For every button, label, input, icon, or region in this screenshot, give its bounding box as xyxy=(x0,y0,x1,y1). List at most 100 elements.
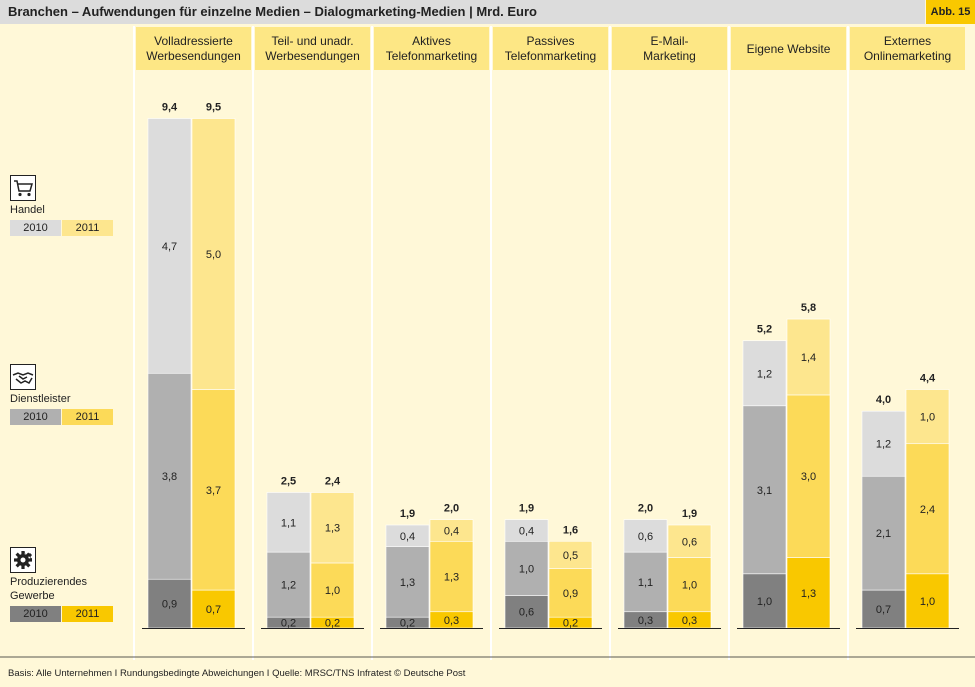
bar-segment xyxy=(266,492,311,553)
bar-segment xyxy=(429,540,474,613)
segment-value-label: 3,8 xyxy=(162,471,177,483)
bar-segment xyxy=(667,524,712,558)
segment-value-label: 1,0 xyxy=(920,596,935,608)
column-header-label: Telefonmarketing xyxy=(386,49,477,63)
legend-produzierendes-2011: 2011 xyxy=(62,606,113,622)
bar-segment xyxy=(742,573,787,629)
bar-segment xyxy=(623,551,668,613)
legend-produzierendes-gewerbe: Produzierendes Gewerbe 2010 2011 xyxy=(10,547,113,622)
segment-value-label: 0,7 xyxy=(206,604,221,616)
bar-segment xyxy=(147,372,192,580)
bar-segment xyxy=(905,389,950,445)
column-header-0 xyxy=(136,27,251,70)
bar-segment xyxy=(147,118,192,374)
segment-value-label: 5,0 xyxy=(206,249,221,261)
segment-value-label: 0,3 xyxy=(682,615,697,627)
segment-value-label: 1,0 xyxy=(920,412,935,424)
bar-segment xyxy=(191,389,236,591)
bar-segment xyxy=(385,546,430,618)
segment-value-label: 1,2 xyxy=(281,580,296,592)
chart-title: Branchen – Aufwendungen für einzelne Med… xyxy=(8,4,537,19)
column-header-label: Werbesendungen xyxy=(265,49,360,63)
bar-total-label: 2,0 xyxy=(444,503,459,515)
segment-value-label: 1,0 xyxy=(519,563,534,575)
segment-value-label: 0,2 xyxy=(325,618,340,630)
column-header-label: Externes xyxy=(884,34,931,48)
gear-icon xyxy=(10,547,36,573)
column-header-label: Volladressierte xyxy=(154,34,233,48)
legend-dienstleister-2011: 2011 xyxy=(62,409,113,425)
bar-segment xyxy=(504,519,549,542)
bar-segment xyxy=(786,318,831,396)
bar-segment xyxy=(742,340,787,407)
column-header-label: Marketing xyxy=(643,49,696,63)
stacked-bar-chart: VolladressierteWerbesendungen0,93,84,79,… xyxy=(0,26,975,660)
bar-total-label: 9,5 xyxy=(206,102,221,114)
bar-segment xyxy=(310,492,355,564)
column-header-4 xyxy=(612,27,727,70)
bar-segment xyxy=(742,405,787,575)
bar-total-label: 1,9 xyxy=(519,503,534,515)
title-bar: Branchen – Aufwendungen für einzelne Med… xyxy=(0,0,925,24)
bar-total-label: 2,4 xyxy=(325,476,341,488)
bar-segment xyxy=(905,443,950,575)
bar-segment xyxy=(191,118,236,390)
bar-total-label: 5,8 xyxy=(801,302,816,314)
bar-segment xyxy=(786,557,831,629)
column-header-2 xyxy=(374,27,489,70)
legend-handel-2010: 2010 xyxy=(10,220,61,236)
segment-value-label: 1,2 xyxy=(757,368,772,380)
bar-total-label: 1,9 xyxy=(682,508,697,520)
handshake-icon xyxy=(10,364,36,390)
segment-value-label: 0,6 xyxy=(682,536,697,548)
segment-value-label: 4,7 xyxy=(162,241,177,253)
column-header-label: Werbesendungen xyxy=(146,49,241,63)
segment-value-label: 0,2 xyxy=(563,618,578,630)
segment-value-label: 0,6 xyxy=(638,531,653,543)
bar-total-label: 4,4 xyxy=(920,373,936,385)
column-header-label: Telefonmarketing xyxy=(505,49,596,63)
segment-value-label: 1,1 xyxy=(638,577,653,589)
bar-segment xyxy=(623,519,668,553)
legend-produzierendes-label: Produzierendes Gewerbe xyxy=(10,575,113,603)
column-header-label: Eigene Website xyxy=(747,42,831,56)
legend-produzierendes-label-line2: Gewerbe xyxy=(10,590,55,602)
shopping-cart-icon xyxy=(10,175,36,201)
column-header-6 xyxy=(850,27,965,70)
legend-produzierendes-2010: 2010 xyxy=(10,606,61,622)
bar-total-label: 2,5 xyxy=(281,476,296,488)
segment-value-label: 1,3 xyxy=(801,588,816,600)
segment-value-label: 1,4 xyxy=(801,352,816,364)
bar-total-label: 1,6 xyxy=(563,524,578,536)
bar-segment xyxy=(429,519,474,542)
bar-segment xyxy=(504,595,549,629)
bar-total-label: 1,9 xyxy=(400,508,415,520)
segment-value-label: 0,3 xyxy=(444,615,459,627)
segment-value-label: 0,2 xyxy=(281,618,296,630)
bar-segment xyxy=(861,475,906,591)
segment-value-label: 0,4 xyxy=(519,525,534,537)
legend-handel: Handel 2010 2011 xyxy=(10,175,113,236)
bar-segment xyxy=(861,589,906,629)
legend-produzierendes-label-line1: Produzierendes xyxy=(10,576,88,588)
segment-value-label: 1,1 xyxy=(281,517,296,529)
source-footnote: Basis: Alle Unternehmen I Rundungsbeding… xyxy=(8,668,466,679)
bar-total-label: 2,0 xyxy=(638,503,653,515)
legend-handel-label: Handel xyxy=(10,204,45,216)
segment-value-label: 3,1 xyxy=(757,485,772,497)
segment-value-label: 1,0 xyxy=(682,580,697,592)
segment-value-label: 0,4 xyxy=(444,525,459,537)
legend-dienstleister-2010: 2010 xyxy=(10,409,61,425)
legend-handel-2011: 2011 xyxy=(62,220,113,236)
column-header-5 xyxy=(731,27,846,70)
segment-value-label: 0,6 xyxy=(519,607,534,619)
column-header-label: Teil- und unadr. xyxy=(271,34,353,48)
segment-value-label: 3,0 xyxy=(801,471,816,483)
segment-value-label: 0,5 xyxy=(563,550,578,562)
segment-value-label: 1,0 xyxy=(757,596,772,608)
legend-dienstleister-label: Dienstleister xyxy=(10,393,71,405)
bar-segment xyxy=(667,557,712,613)
segment-value-label: 0,3 xyxy=(638,615,653,627)
segment-value-label: 0,9 xyxy=(162,599,177,611)
bar-segment xyxy=(861,410,906,477)
